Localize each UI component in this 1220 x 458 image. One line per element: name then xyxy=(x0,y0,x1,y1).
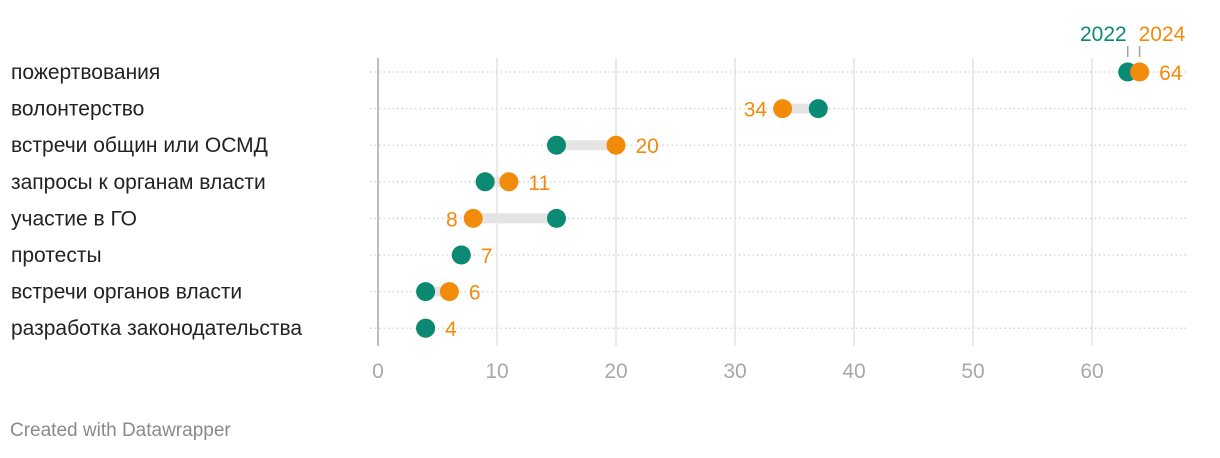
dot-2024 xyxy=(439,282,459,302)
dot-2022 xyxy=(808,99,828,119)
category-label: волонтерство xyxy=(11,98,144,121)
category-label: пожертвования xyxy=(11,61,160,84)
value-label-2024: 11 xyxy=(528,172,550,195)
category-label: запросы к органам власти xyxy=(11,171,266,194)
category-rows: пожертвования 64 волонтерство 34 встречи общ… xyxy=(11,61,1183,341)
dot-2022 xyxy=(451,245,471,265)
legend: 2022 2024 xyxy=(1080,23,1186,57)
dot-2024 xyxy=(773,99,793,119)
dot-range-chart: 0 10 20 30 40 50 60 пожертвования 64 волонтерств… xyxy=(11,23,1188,383)
category-label: встречи общин или ОСМД xyxy=(11,134,268,157)
value-label-2024: 8 xyxy=(446,208,458,231)
value-label-2024: 20 xyxy=(636,135,659,158)
dot-2022 xyxy=(416,318,436,338)
credit-text: Created with Datawrapper xyxy=(10,420,231,441)
category-label: встречи органов власти xyxy=(11,281,242,304)
dot-2022 xyxy=(547,208,566,228)
legend-label-2022: 2022 xyxy=(1080,23,1127,46)
category-label: протесты xyxy=(11,244,102,267)
dot-2024 xyxy=(1130,62,1150,82)
dot-2022 xyxy=(416,282,436,302)
dot-2022 xyxy=(475,172,495,192)
x-tick-label: 10 xyxy=(485,360,508,383)
x-tick-label: 40 xyxy=(842,360,865,383)
x-tick-label: 60 xyxy=(1080,360,1103,383)
value-label-2024: 4 xyxy=(445,318,457,341)
value-label-2024: 64 xyxy=(1159,62,1183,85)
dot-2024 xyxy=(606,135,626,155)
x-tick-label: 20 xyxy=(604,360,627,383)
category-label: участие в ГО xyxy=(11,207,137,230)
value-label-2024: 6 xyxy=(469,282,481,305)
legend-label-2024: 2024 xyxy=(1139,23,1186,46)
value-label-2024: 7 xyxy=(481,245,493,268)
value-label-2024: 34 xyxy=(744,99,768,122)
x-tick-label: 0 xyxy=(372,360,384,383)
x-tick-label: 50 xyxy=(961,360,984,383)
category-label: разработка законодательства xyxy=(11,317,302,340)
dot-2024 xyxy=(463,208,483,228)
dot-2024 xyxy=(499,172,519,192)
dot-2022 xyxy=(547,135,566,155)
x-tick-label: 30 xyxy=(723,360,746,383)
